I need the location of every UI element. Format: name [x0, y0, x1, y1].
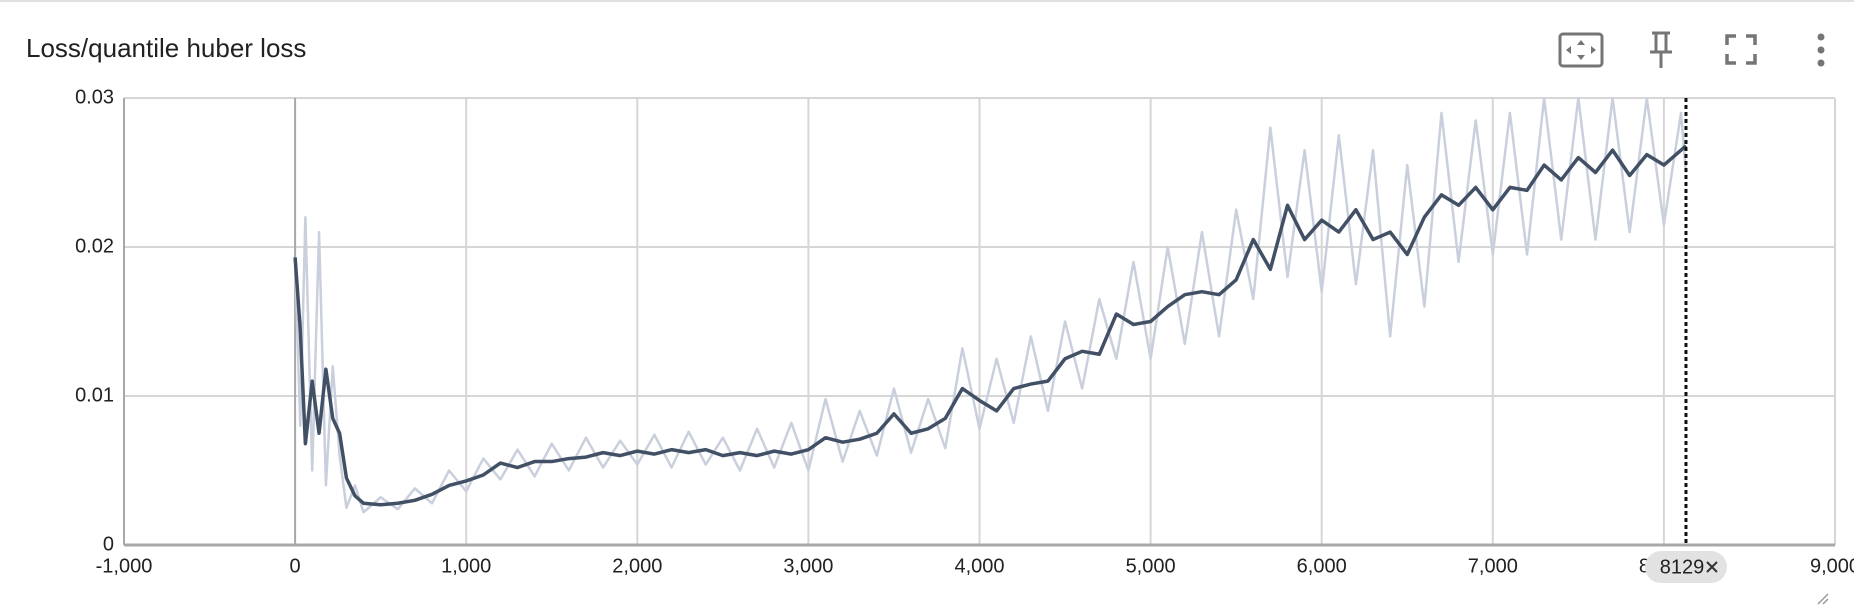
x-tick-label: 6,000: [1297, 555, 1347, 577]
x-tick-label: 2,000: [612, 555, 662, 577]
fullscreen-button[interactable]: [1725, 34, 1757, 65]
y-tick-label: 0: [103, 533, 114, 555]
x-tick-label: 4,000: [954, 555, 1004, 577]
x-tick-label: 1,000: [441, 555, 491, 577]
x-tick-label: 9,000: [1810, 555, 1854, 577]
chart-title: Loss/quantile huber loss: [26, 33, 306, 63]
y-tick-label: 0.01: [75, 384, 114, 406]
more-menu-button[interactable]: [1817, 33, 1825, 67]
series-line: [293, 98, 1688, 514]
x-tick-label: 3,000: [783, 555, 833, 577]
x-tick-label: -1,000: [96, 555, 153, 577]
grid: [123, 97, 1836, 547]
fit-domain-button[interactable]: [1558, 32, 1604, 68]
y-tick-label: 0.03: [75, 86, 114, 108]
pin-button[interactable]: [1650, 31, 1672, 68]
y-tick-label: 0.02: [75, 235, 114, 257]
cursor-step-label: 8129: [1660, 556, 1705, 578]
cursor-badge: [1644, 551, 1727, 583]
series-line: [293, 144, 1688, 507]
x-tick-label: 5,000: [1126, 555, 1176, 577]
plot-area: [293, 98, 1688, 514]
x-tick-label: 0: [290, 555, 301, 577]
x-tick-label: 7,000: [1468, 555, 1518, 577]
cursor-close[interactable]: [1706, 561, 1718, 573]
axes: 00.010.020.03-1,000 0 1,000 2,000 3,000 4,000…: [75, 86, 1854, 583]
resize-handle[interactable]: [1817, 593, 1829, 605]
